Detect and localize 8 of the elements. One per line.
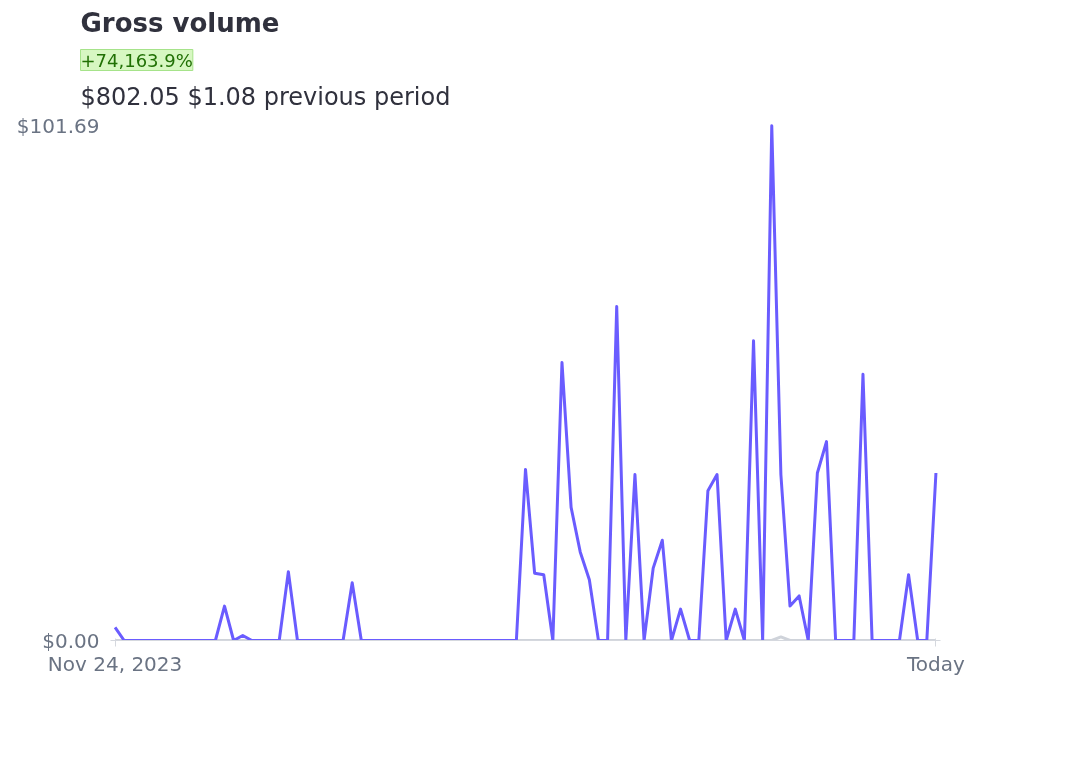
text: $802.05 $1.08 previous period <box>80 82 451 111</box>
line-series <box>113 124 938 641</box>
chart-title: Gross volume <box>80 7 280 38</box>
y-tick-label: $101.69 <box>16 113 100 138</box>
y-tick-label: $0.00 <box>42 628 100 653</box>
x-tick-label: Nov 24, 2023 <box>47 651 183 676</box>
x-tick-label: Today <box>906 651 966 676</box>
text: +74,163.9% <box>80 49 193 71</box>
